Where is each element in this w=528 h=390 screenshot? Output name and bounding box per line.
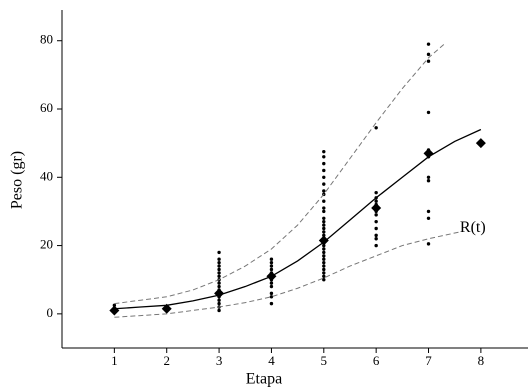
- data-point: [217, 250, 221, 255]
- data-point: [322, 168, 326, 173]
- data-point: [269, 281, 274, 285]
- x-tick-label: 8: [478, 353, 485, 368]
- data-point: [374, 213, 378, 217]
- data-point: [322, 230, 326, 234]
- data-point: [217, 298, 221, 302]
- data-point: [217, 274, 221, 279]
- data-point: [217, 284, 221, 289]
- data-point: [269, 260, 274, 265]
- data-point: [217, 301, 221, 306]
- y-tick-label: 80: [40, 32, 53, 47]
- data-point: [322, 161, 326, 166]
- data-point: [217, 308, 221, 313]
- data-point: [322, 247, 326, 251]
- data-point: [322, 206, 326, 210]
- data-point: [374, 226, 378, 231]
- data-point: [217, 281, 221, 285]
- data-point: [426, 110, 431, 115]
- data-point: [217, 271, 221, 275]
- data-point: [374, 237, 378, 241]
- x-tick-label: 1: [111, 353, 118, 368]
- data-point: [322, 260, 326, 265]
- data-point: [112, 303, 117, 308]
- data-point: [322, 189, 326, 193]
- data-point: [322, 149, 326, 154]
- data-point: [269, 264, 274, 268]
- data-point: [322, 219, 326, 224]
- data-point: [217, 257, 221, 261]
- data-point: [269, 284, 274, 289]
- mean-point: [318, 235, 329, 246]
- data-point: [322, 223, 326, 227]
- mean-point: [161, 303, 172, 314]
- data-point: [322, 199, 326, 203]
- data-point: [322, 254, 326, 258]
- x-tick-label: 4: [268, 353, 275, 368]
- data-point: [269, 301, 274, 306]
- data-point: [322, 233, 326, 238]
- data-point: [322, 155, 326, 159]
- y-axis-label: Peso (gr): [9, 151, 26, 209]
- x-axis-label: Etapa: [246, 371, 282, 388]
- x-tick-label: 5: [321, 353, 328, 368]
- data-point: [426, 216, 431, 220]
- data-point: [374, 219, 378, 224]
- data-point: [426, 179, 431, 183]
- data-point: [217, 260, 221, 265]
- data-point: [322, 243, 326, 248]
- x-tick-label: 3: [216, 353, 223, 368]
- data-point: [374, 233, 378, 238]
- data-point: [322, 271, 326, 275]
- data-point: [322, 278, 326, 282]
- curve: [114, 231, 461, 318]
- data-point: [374, 243, 378, 248]
- data-point: [322, 257, 326, 261]
- data-point: [269, 267, 274, 272]
- data-point: [217, 267, 221, 272]
- x-tick-label: 7: [425, 353, 432, 368]
- data-point: [322, 209, 326, 214]
- data-point: [322, 250, 326, 255]
- data-point: [322, 175, 326, 179]
- data-point: [374, 190, 378, 195]
- data-point: [322, 216, 326, 220]
- data-point: [322, 182, 326, 186]
- data-point: [217, 264, 221, 268]
- data-point: [426, 42, 431, 46]
- annotation: R(t): [460, 219, 486, 236]
- y-tick-label: 0: [47, 305, 54, 320]
- curve: [114, 43, 445, 305]
- data-point: [426, 59, 431, 63]
- data-point: [269, 291, 274, 296]
- x-tick-label: 2: [163, 353, 170, 368]
- mean-point: [475, 138, 486, 149]
- mean-point: [371, 203, 382, 214]
- data-point: [322, 226, 326, 231]
- data-point: [322, 274, 326, 279]
- y-tick-label: 20: [40, 237, 53, 252]
- y-tick-label: 60: [40, 100, 53, 115]
- mean-point: [109, 305, 120, 316]
- data-point: [322, 264, 326, 268]
- x-tick-label: 6: [373, 353, 380, 368]
- data-point: [269, 295, 274, 299]
- data-point: [374, 199, 378, 203]
- data-point: [426, 209, 431, 214]
- data-point: [269, 257, 274, 261]
- data-point: [322, 267, 326, 272]
- data-point: [426, 175, 431, 179]
- curve: [114, 128, 482, 310]
- data-point: [426, 52, 431, 57]
- y-tick-label: 40: [40, 168, 53, 183]
- data-point: [426, 242, 431, 246]
- data-point: [374, 126, 378, 130]
